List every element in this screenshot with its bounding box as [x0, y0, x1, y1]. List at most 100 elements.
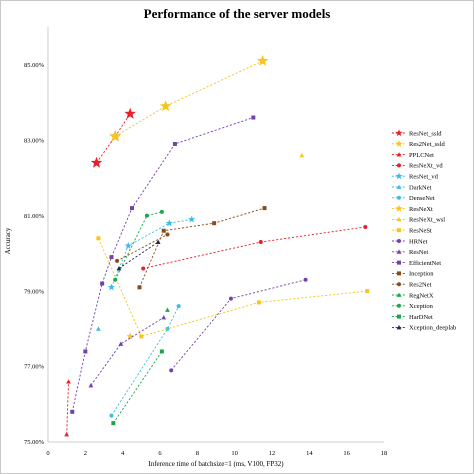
legend-marker-xception-deeplab — [396, 325, 402, 330]
data-point-resnest — [96, 236, 101, 241]
data-point-resnet-vd — [124, 242, 132, 249]
chart-title: Performance of the server models — [144, 6, 331, 21]
data-point-resnet — [161, 315, 167, 320]
y-tick-labels: 75.00% 77.00% 79.00% 81.00% 83.00% 85.00% — [24, 62, 45, 446]
data-point-resnest — [256, 300, 261, 305]
data-point-efficientnet — [109, 255, 114, 260]
legend-label-resnext-vd: ResNeXt_vd — [409, 163, 443, 170]
series-line-pplcnet — [66, 381, 69, 435]
data-point-resnext-wsl — [299, 152, 305, 158]
y-axis-label: Accuracy — [4, 227, 12, 254]
y-tick-label: 85.00% — [24, 62, 45, 69]
x-tick-label: 18 — [381, 450, 388, 457]
legend-marker-hrnet — [397, 239, 401, 243]
x-tick-label: 14 — [306, 450, 313, 457]
legend-marker-densenet — [397, 195, 401, 200]
series-line-res2net-ssld — [114, 60, 263, 137]
data-point-hardnet — [111, 421, 116, 426]
y-tick-label: 81.00% — [24, 213, 45, 220]
data-point-resnest — [365, 289, 370, 294]
data-point-xception-deeplab — [155, 239, 161, 244]
data-point-resnet-vd — [165, 219, 173, 227]
x-tick-label: 10 — [231, 450, 238, 457]
x-tick-labels: 0 2 4 6 8 10 12 14 16 18 — [46, 450, 387, 457]
series-line-resnest — [97, 238, 368, 337]
data-point-efficientnet — [83, 349, 88, 354]
series-line-res2net — [116, 234, 168, 262]
legend: ResNet_ssld Res2Net_ssld PPLCNet ResNeXt_vd… — [392, 129, 456, 332]
legend-label-res2net: Res2Net — [409, 282, 432, 289]
legend-label-resnet: ResNet — [409, 249, 428, 256]
legend-marker-xception — [397, 303, 401, 308]
data-point-resnet-ssld — [90, 156, 103, 168]
legend-marker-res2net — [397, 282, 401, 287]
data-point-res2net-ssld — [256, 54, 269, 66]
x-tick-label: 0 — [46, 450, 49, 457]
data-point-inception — [161, 228, 166, 233]
series-line-densenet — [111, 305, 180, 416]
legend-marker-pplcnet — [396, 152, 402, 157]
legend-marker-res2net-ssld — [395, 140, 403, 147]
y-tick-label: 77.00% — [24, 364, 45, 371]
data-point-inception — [137, 285, 142, 290]
y-tick-label: 75.00% — [24, 439, 45, 446]
data-point-resnet-ssld — [124, 107, 136, 119]
data-point-densenet — [165, 326, 170, 331]
x-axis-label: Inference time of batchsize=1 (ms, V100,… — [148, 460, 284, 468]
data-point-resnet — [118, 341, 124, 346]
legend-label-resnext: ResNeXt — [409, 206, 433, 213]
legend-marker-resnet-ssld — [395, 129, 403, 137]
legend-marker-resnest — [397, 228, 401, 233]
data-point-resnext-vd — [363, 224, 368, 229]
legend-label-densenet: DenseNet — [409, 195, 435, 202]
data-point-inception — [262, 206, 267, 211]
legend-label-res2net-ssld: Res2Net_ssld — [409, 141, 446, 148]
legend-label-xception: Xception — [409, 303, 434, 310]
data-point-res2net-ssld — [109, 130, 121, 142]
data-point-efficientnet — [172, 141, 177, 146]
data-point-efficientnet — [251, 115, 256, 120]
legend-label-hardnet: HarDNet — [409, 314, 433, 321]
legend-marker-regnetx — [396, 292, 402, 297]
data-point-pplcnet — [64, 432, 70, 437]
y-tick-label: 79.00% — [24, 288, 45, 295]
data-point-res2net-ssld — [159, 100, 172, 112]
data-point-hrnet — [169, 368, 174, 373]
series-line-xception — [114, 211, 162, 280]
data-point-densenet — [109, 413, 114, 418]
data-point-resnet-vd — [107, 283, 116, 291]
legend-marker-resnext-vd — [397, 163, 401, 168]
legend-marker-resnet — [396, 249, 402, 254]
series-line-resnet-vd — [111, 218, 192, 288]
plot-area — [64, 54, 370, 437]
data-point-resnext-vd — [141, 266, 146, 271]
data-point-resnet — [88, 383, 94, 388]
legend-marker-efficientnet — [397, 260, 401, 265]
legend-label-pplcnet: PPLCNet — [409, 152, 434, 159]
legend-label-inception: Inception — [409, 271, 434, 278]
data-point-res2net — [115, 258, 120, 263]
legend-marker-hardnet — [397, 314, 401, 319]
legend-marker-resnext-wsl — [396, 217, 402, 222]
series-line-hardnet — [112, 351, 163, 424]
legend-label-efficientnet: EfficientNet — [409, 260, 441, 267]
data-point-hrnet — [228, 296, 233, 301]
data-point-resnext-vd — [258, 240, 263, 245]
data-point-regnetx — [165, 307, 170, 312]
data-point-efficientnet — [70, 409, 75, 414]
data-point-xception-deeplab — [116, 266, 122, 271]
x-tick-label: 16 — [343, 450, 350, 457]
legend-label-hrnet: HRNet — [409, 238, 428, 245]
data-point-pplcnet — [66, 379, 71, 384]
legend-label-darknet: DarkNet — [409, 184, 432, 191]
data-point-resnet-vd — [188, 215, 196, 223]
legend-marker-darknet — [396, 184, 402, 189]
data-point-xception — [113, 277, 118, 282]
data-point-xception — [144, 213, 149, 218]
legend-marker-inception — [397, 271, 401, 276]
data-point-darknet — [96, 326, 101, 331]
data-point-densenet — [176, 304, 181, 309]
data-point-xception — [159, 209, 164, 214]
